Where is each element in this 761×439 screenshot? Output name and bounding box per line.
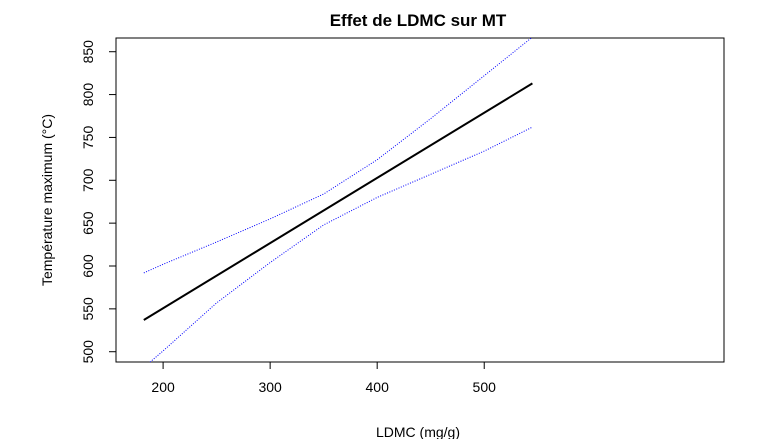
plot-frame: [115, 37, 725, 363]
y-tick-label: 700: [80, 168, 96, 192]
series-layer: [143, 38, 533, 362]
y-tick-label: 850: [80, 40, 96, 64]
y-tick-label: 600: [80, 254, 96, 278]
y-axis: 500 550 600 650 700 750 800 850: [80, 40, 116, 364]
chart-title: Effet de LDMC sur MT: [330, 11, 507, 30]
series-fit-line: [143, 82, 533, 321]
x-tick-label: 500: [473, 379, 497, 395]
x-tick-label: 400: [366, 379, 390, 395]
series-upper-ci-line: [143, 38, 533, 274]
x-axis-label: LDMC (mg/g): [376, 424, 460, 439]
y-axis-label: Température maximum (°C): [39, 114, 55, 286]
y-tick-label: 750: [80, 126, 96, 150]
series-lower-ci-line: [149, 126, 533, 362]
y-tick-label: 650: [80, 211, 96, 235]
y-tick-label: 550: [80, 297, 96, 321]
x-tick-label: 300: [258, 379, 282, 395]
x-tick-label: 200: [151, 379, 175, 395]
y-tick-label: 500: [80, 340, 96, 364]
y-tick-label: 800: [80, 83, 96, 107]
x-axis: 200 300 400 500: [151, 362, 496, 395]
